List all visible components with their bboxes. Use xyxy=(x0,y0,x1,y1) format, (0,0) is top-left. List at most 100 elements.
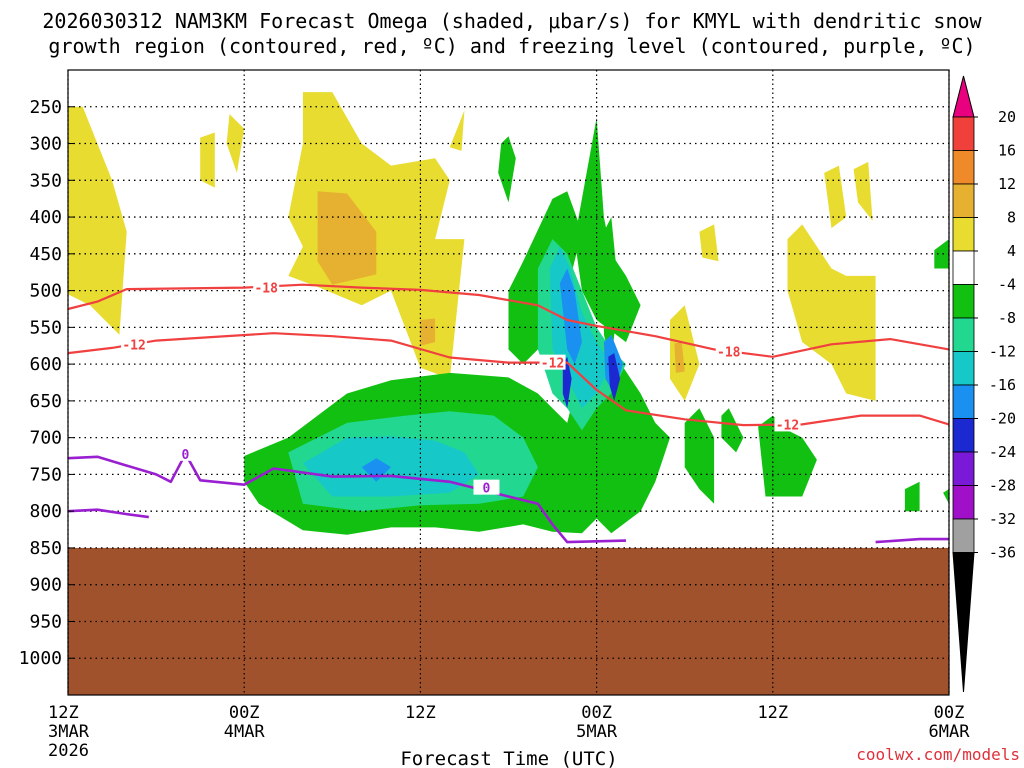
ytick-label-800: 800 xyxy=(29,501,62,522)
colorbar-label-9: -20 xyxy=(989,410,1016,428)
omega-region-0 xyxy=(68,106,127,335)
xtick-date-1: 4MAR xyxy=(224,722,266,742)
colorbar-swatch-8 xyxy=(952,384,975,419)
xtick-label-5: 00Z xyxy=(934,703,965,723)
colorbar-swatch-6 xyxy=(952,317,975,352)
colorbar-label-5: -4 xyxy=(998,276,1016,294)
omega-region-1 xyxy=(200,132,215,188)
y-axis-pressure: 250 300 350 400 450 500 550 600 650 700 750 800 850 9… xyxy=(19,97,74,669)
ytick-label-250: 250 xyxy=(29,97,62,118)
chart-title-line-2: growth region (contoured, red, ºC) and f… xyxy=(48,34,975,58)
omega-region-9 xyxy=(787,224,876,401)
ytick-label-600: 600 xyxy=(29,354,62,375)
contour-lines: -18 -18 -12 -12 -12 0 0 xyxy=(67,279,950,544)
ytick-label-850: 850 xyxy=(29,538,62,559)
omega-region-4 xyxy=(317,191,377,285)
colorbar-label-13: -36 xyxy=(989,544,1016,562)
colorbar-label-1: 16 xyxy=(998,142,1016,160)
colorbar-swatch-9 xyxy=(952,418,975,453)
dgz-label-minus18-a: -18 xyxy=(254,282,278,297)
omega-region-31 xyxy=(562,356,572,409)
dgz-label-minus18-b-bg xyxy=(715,343,742,359)
colorbar-swatch-1 xyxy=(952,150,975,185)
ytick-label-350: 350 xyxy=(29,170,62,191)
fz-label-0-b: 0 xyxy=(483,482,491,497)
omega-region-8 xyxy=(674,342,685,373)
ytick-label-300: 300 xyxy=(29,134,62,155)
dgz-label-minus12-a: -12 xyxy=(122,338,145,353)
omega-region-7 xyxy=(670,305,700,401)
colorbar-bottom-arrow xyxy=(952,552,975,693)
ytick-label-950: 950 xyxy=(29,611,62,632)
omega-region-16 xyxy=(498,136,516,203)
omega-region-12 xyxy=(699,224,719,262)
fz-label-0-b-bg xyxy=(473,479,500,495)
colorbar-label-10: -24 xyxy=(989,443,1016,461)
ytick-label-500: 500 xyxy=(29,281,62,302)
omega-region-15 xyxy=(574,117,641,343)
fz-label-0-a: 0 xyxy=(182,448,190,463)
xtick-label-1: 00Z xyxy=(229,703,260,723)
omega-region-19 xyxy=(721,408,744,453)
plot-frame xyxy=(67,69,950,696)
omega-region-18 xyxy=(684,408,715,504)
ytick-label-650: 650 xyxy=(29,391,62,412)
dgz-label-minus18-a-bg xyxy=(253,279,280,295)
omega-region-2 xyxy=(226,114,245,173)
colorbar-swatch-5 xyxy=(952,284,975,319)
colorbar-label-7: -12 xyxy=(989,343,1016,361)
dgz-label-minus18-b: -18 xyxy=(717,346,741,361)
colorbar-label-6: -8 xyxy=(998,309,1016,327)
omega-region-29 xyxy=(559,268,582,365)
colorbar-swatch-4 xyxy=(952,250,975,285)
fz-label-0-a-bg xyxy=(172,445,199,461)
colorbar-top-arrow xyxy=(952,75,975,118)
omega-region-32 xyxy=(608,353,621,401)
omega-region-21 xyxy=(904,481,920,512)
fz-line-1 xyxy=(875,537,949,544)
omega-region-23 xyxy=(943,489,949,504)
omega-region-10 xyxy=(824,165,847,229)
colorbar-swatch-7 xyxy=(952,351,975,386)
xtick-label-0: 12Z xyxy=(48,703,79,723)
omega-region-22 xyxy=(934,239,949,269)
chart-title-line-1: 2026030312 NAM3KM Forecast Omega (shaded… xyxy=(42,9,982,33)
colorbar-swatch-12 xyxy=(952,518,975,553)
omega-region-28 xyxy=(361,458,391,482)
colorbar-label-4: 4 xyxy=(1007,242,1016,260)
ytick-label-700: 700 xyxy=(29,428,62,449)
colorbar-swatch-0 xyxy=(952,116,975,151)
ytick-label-400: 400 xyxy=(29,207,62,228)
colorbar-label-11: -28 xyxy=(989,477,1016,495)
dgz-label-minus12-c-bg xyxy=(774,416,801,432)
ytick-label-750: 750 xyxy=(29,464,62,485)
x-axis-label: Forecast Time (UTC) xyxy=(400,748,617,768)
dgz-label-minus12-b-bg xyxy=(539,354,566,370)
colorbar-label-3: 8 xyxy=(1007,209,1016,227)
colorbar-swatch-10 xyxy=(952,451,975,486)
xtick-year-0: 2026 xyxy=(48,741,89,761)
xtick-label-3: 00Z xyxy=(581,703,612,723)
omega-region-5 xyxy=(420,318,436,346)
dgz-line-0 xyxy=(67,283,950,358)
colorbar-swatch-11 xyxy=(952,485,975,520)
fz-line-2 xyxy=(67,508,149,519)
colorbar-label-12: -32 xyxy=(989,510,1016,528)
colorbar-legend: 20 16 12 8 4 -4 -8 -12 -16 -20 -24 -28 -32 -36 xyxy=(952,75,1016,693)
ytick-label-450: 450 xyxy=(29,244,62,265)
omega-region-11 xyxy=(853,161,873,221)
fz-line-0 xyxy=(67,452,627,544)
plot-area: -18 -18 -12 -12 -12 0 0 xyxy=(67,69,950,696)
omega-region-3 xyxy=(288,92,465,379)
credit-text: coolwx.com/models xyxy=(856,745,1020,764)
ytick-label-900: 900 xyxy=(29,575,62,596)
ytick-label-1000: 1000 xyxy=(19,648,62,669)
dgz-label-minus12-b: -12 xyxy=(541,357,564,372)
xtick-label-4: 12Z xyxy=(757,703,788,723)
omega-region-6 xyxy=(449,110,465,151)
xtick-date-0: 3MAR xyxy=(48,722,90,742)
xtick-date-5: 6MAR xyxy=(929,722,971,742)
colorbar-swatch-2 xyxy=(952,183,975,218)
